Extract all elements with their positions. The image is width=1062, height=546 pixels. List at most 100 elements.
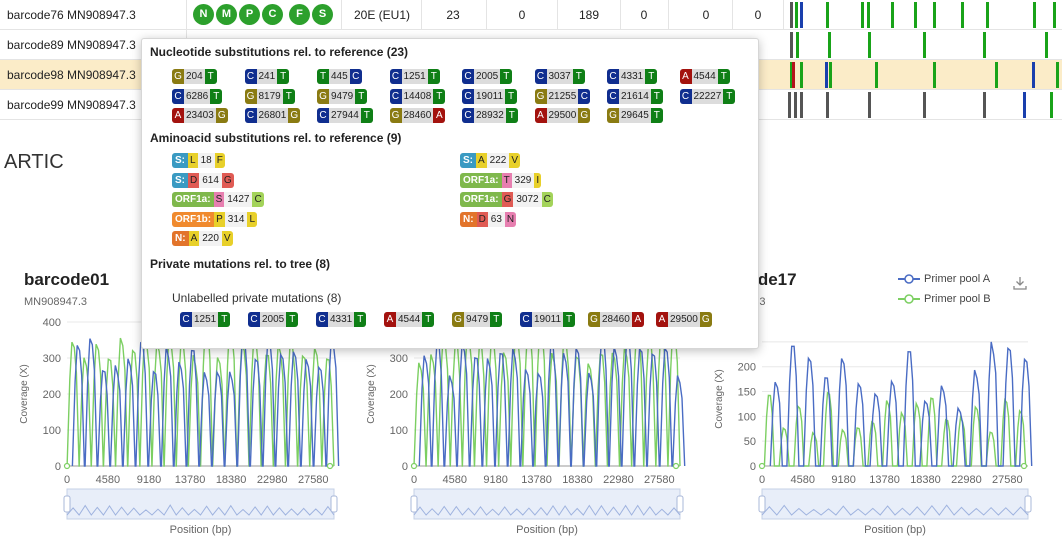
ref-base: C	[462, 88, 474, 104]
download-icon[interactable]	[1012, 275, 1028, 291]
mutation-marker[interactable]	[1056, 62, 1059, 88]
mutation-marker[interactable]	[933, 2, 936, 28]
mutation-position: 27944	[331, 110, 359, 121]
gene-badge[interactable]: S	[312, 4, 333, 25]
pool-a-series[interactable]	[769, 341, 1033, 467]
mutation-tooltip: Nucleotide substitutions rel. to referen…	[141, 38, 759, 349]
nuc-mutation-badge: T 445 C	[317, 69, 362, 84]
mutation-marker[interactable]	[795, 2, 798, 28]
mutation-marker[interactable]	[792, 62, 795, 88]
ref-base: T	[317, 69, 329, 84]
private-mutations-header: Private mutations rel. to tree (8)	[150, 257, 331, 271]
chart-svg[interactable]: 0501001502002500458091801378018380229802…	[710, 262, 1062, 546]
mutation-track[interactable]	[783, 60, 1062, 90]
y-tick-label: 200	[43, 389, 61, 401]
mutation-marker[interactable]	[794, 92, 797, 118]
y-tick-label: 50	[744, 436, 756, 448]
zoom-handle-left[interactable]	[410, 495, 418, 513]
sample-name[interactable]: barcode99 MN908947.3	[7, 98, 136, 112]
mutation-marker[interactable]	[800, 62, 803, 88]
alt-base: G	[578, 108, 591, 123]
mutation-marker[interactable]	[868, 92, 871, 118]
mutation-track[interactable]	[783, 30, 1062, 60]
chart-title: barcode01	[24, 270, 110, 289]
mutation-marker[interactable]	[983, 32, 986, 58]
gene-label: N:	[460, 211, 477, 227]
mutation-marker[interactable]	[1033, 2, 1036, 28]
mutation-marker[interactable]	[788, 92, 791, 118]
zoom-handle-left[interactable]	[758, 495, 766, 513]
mutation-marker[interactable]	[825, 62, 828, 88]
sample-name[interactable]: barcode98 MN908947.3	[7, 68, 136, 82]
coverage-chart[interactable]: 0 100 200 300 0 4580 9180 13780 18380 22980 27580 C…	[354, 262, 706, 546]
mutation-marker[interactable]	[790, 32, 793, 58]
chart-legend[interactable]: Primer pool A Primer pool B	[898, 270, 991, 310]
zoom-slider-track[interactable]	[66, 488, 335, 520]
mutation-marker[interactable]	[828, 32, 831, 58]
mutation-position: 28460	[403, 110, 432, 121]
mutation-marker[interactable]	[875, 62, 878, 88]
coverage-chart[interactable]: 0 100 200 300 400 0 4580 9180 13780 18380 22980 275…	[0, 262, 352, 546]
mutation-marker[interactable]	[790, 62, 793, 88]
mutation-position: 241	[258, 71, 276, 82]
mutation-marker[interactable]	[923, 92, 926, 118]
mutation-marker[interactable]	[961, 2, 964, 28]
gene-label: N:	[172, 231, 189, 246]
legend-item-pool-a[interactable]: Primer pool A	[898, 270, 991, 290]
aa-position: 614	[202, 174, 219, 186]
pool-b-series[interactable]	[413, 324, 681, 467]
coverage-chart[interactable]: 0501001502002500458091801378018380229802…	[710, 262, 1062, 546]
mutation-marker[interactable]	[983, 92, 986, 118]
mutation-marker[interactable]	[1050, 92, 1053, 118]
chart-svg[interactable]: 0 100 200 300 400 0 4580 9180 13780 18380 22980 275…	[0, 262, 352, 546]
mutation-track[interactable]	[783, 90, 1062, 120]
count-cell: 0	[640, 8, 648, 22]
alt-base: T	[723, 88, 736, 104]
mutation-track[interactable]	[783, 0, 1062, 30]
nuc-mutation-badge: G 9479 T	[317, 88, 368, 104]
sample-name[interactable]: barcode76 MN908947.3	[7, 8, 136, 22]
mutation-marker[interactable]	[923, 32, 926, 58]
mutation-marker[interactable]	[867, 2, 870, 28]
mutation-marker[interactable]	[796, 32, 799, 58]
alt-aa: G	[221, 172, 234, 188]
sample-name[interactable]: barcode89 MN908947.3	[7, 38, 136, 52]
pool-b-series[interactable]	[66, 322, 335, 467]
mutation-marker[interactable]	[933, 62, 936, 88]
mutation-marker[interactable]	[1032, 62, 1035, 88]
mutation-marker[interactable]	[800, 2, 803, 28]
mutation-marker[interactable]	[868, 32, 871, 58]
mutation-marker[interactable]	[1053, 2, 1056, 28]
aa-mutation-badge: S: L 18 F	[172, 153, 225, 168]
mutation-marker[interactable]	[986, 2, 989, 28]
mutation-marker[interactable]	[826, 92, 829, 118]
legend-item-pool-b[interactable]: Primer pool B	[898, 290, 991, 310]
alt-base: T	[282, 88, 295, 104]
gene-badge[interactable]: M	[216, 4, 237, 25]
mutation-marker[interactable]	[829, 62, 832, 88]
zoom-handle-left[interactable]	[63, 495, 71, 513]
mutation-marker[interactable]	[914, 2, 917, 28]
table-row[interactable]: barcode76 MN908947.3 N M P C F S 20E (EU…	[0, 0, 1062, 30]
zoom-handle-right[interactable]	[676, 495, 684, 513]
mutation-marker[interactable]	[826, 2, 829, 28]
mutation-marker[interactable]	[790, 2, 793, 28]
mutation-marker[interactable]	[891, 2, 894, 28]
mutation-marker[interactable]	[861, 2, 864, 28]
gene-badge[interactable]: P	[239, 4, 260, 25]
y-tick-label: 0	[750, 461, 756, 473]
chart-svg[interactable]: 0 100 200 300 0 4580 9180 13780 18380 22980 27580 C…	[354, 262, 706, 546]
mutation-marker[interactable]	[1023, 92, 1026, 118]
pool-a-series[interactable]	[71, 334, 340, 467]
gene-badge[interactable]: N	[193, 4, 214, 25]
alt-base: G	[699, 312, 712, 327]
zoom-handle-right[interactable]	[330, 495, 338, 513]
gene-badge[interactable]: C	[262, 4, 283, 25]
gene-badge[interactable]: F	[289, 4, 310, 25]
ref-base: C	[534, 69, 547, 84]
mutation-marker[interactable]	[995, 62, 998, 88]
zoom-handle-right[interactable]	[1024, 495, 1032, 513]
mutation-marker[interactable]	[800, 92, 803, 118]
count-cell: 23	[446, 8, 460, 22]
mutation-marker[interactable]	[1045, 32, 1048, 58]
